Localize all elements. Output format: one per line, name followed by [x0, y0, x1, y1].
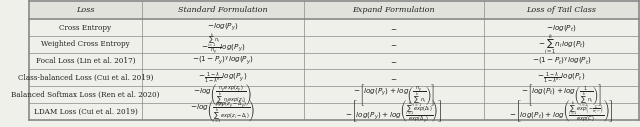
Text: $-\left[log(P_y)+log\left(\frac{n_y}{\sum_{i=1}^{k} n_i}\right)\right]$: $-\left[log(P_y)+log\left(\frac{n_y}{\su… [353, 82, 435, 108]
Text: LDAM Loss (Cui et al. 2019): LDAM Loss (Cui et al. 2019) [33, 107, 138, 115]
Text: $-\left[log(P_t)+log\left(\frac{1}{\sum_{i=1}^{k} n_i}\right)\right]$: $-\left[log(P_t)+log\left(\frac{1}{\sum_… [521, 82, 602, 108]
Text: $-log\left(\frac{exp(z_y-\Delta_y)}{\sum_{i=1}^{k} exp(z_i-\Delta_i)}\right)$: $-log\left(\frac{exp(z_y-\Delta_y)}{\sum… [190, 98, 255, 124]
Text: $-(1-P_t)^\gamma log(P_t)$: $-(1-P_t)^\gamma log(P_t)$ [532, 56, 591, 67]
Text: $-\left[log(P_y)+log\left(\frac{\sum_{i=1}^{k} exp(\Delta_i)}{exp(\Delta_y)}\rig: $-\left[log(P_y)+log\left(\frac{\sum_{i=… [345, 98, 442, 125]
Text: Class-balanced Loss (Cui et al. 2019): Class-balanced Loss (Cui et al. 2019) [18, 74, 153, 82]
Text: $-\frac{\sum_{i=1}^{k} n_i}{n_y}log(P_y)$: $-\frac{\sum_{i=1}^{k} n_i}{n_y}log(P_y)… [200, 31, 245, 57]
Text: Expand Formulation: Expand Formulation [353, 6, 435, 14]
Text: Balanced Softmax Loss (Ren et al. 2020): Balanced Softmax Loss (Ren et al. 2020) [12, 91, 160, 99]
Text: $-log(P_y)$: $-log(P_y)$ [207, 22, 239, 33]
Text: $-\frac{1-\lambda}{1-\lambda^{n_y}}log(P_t)$: $-\frac{1-\lambda}{1-\lambda^{n_y}}log(P… [538, 70, 586, 85]
Text: $-(1-P_y)^\gamma log(P_y)$: $-(1-P_y)^\gamma log(P_y)$ [192, 55, 253, 67]
Text: $-\frac{1-\lambda}{1-\lambda^{n_y}}log(P_y)$: $-\frac{1-\lambda}{1-\lambda^{n_y}}log(P… [198, 70, 248, 85]
Text: $-\left[log(P_t)+log\left(\frac{\sum_{i=1}^{k} exp\left(-\frac{C}{n_i^{1/4}}\rig: $-\left[log(P_t)+log\left(\frac{\sum_{i=… [509, 99, 614, 124]
Text: Cross Entropy: Cross Entropy [60, 23, 111, 31]
Text: $-$: $-$ [390, 57, 397, 65]
Bar [29, 1, 639, 19]
Text: Weighted Cross Entropy: Weighted Cross Entropy [41, 40, 130, 48]
Text: Focal Loss (Lin et al. 2017): Focal Loss (Lin et al. 2017) [36, 57, 135, 65]
Text: $-$: $-$ [390, 40, 397, 48]
Text: $-log\left(\frac{n_y exp(z_y)}{\sum_{i=1}^{k} n_i exp(z_i)}\right)$: $-log\left(\frac{n_y exp(z_y)}{\sum_{i=1… [193, 82, 252, 108]
Text: Standard Formulation: Standard Formulation [178, 6, 268, 14]
Text: Loss: Loss [76, 6, 95, 14]
Text: $-\sum_{i=1}^{k} n_i log(P_t)$: $-\sum_{i=1}^{k} n_i log(P_t)$ [538, 32, 586, 56]
Text: $-$: $-$ [390, 23, 397, 31]
Text: $-$: $-$ [390, 74, 397, 82]
Text: $-log(P_t)$: $-log(P_t)$ [546, 22, 577, 33]
Text: Loss of Tail Class: Loss of Tail Class [527, 6, 596, 14]
